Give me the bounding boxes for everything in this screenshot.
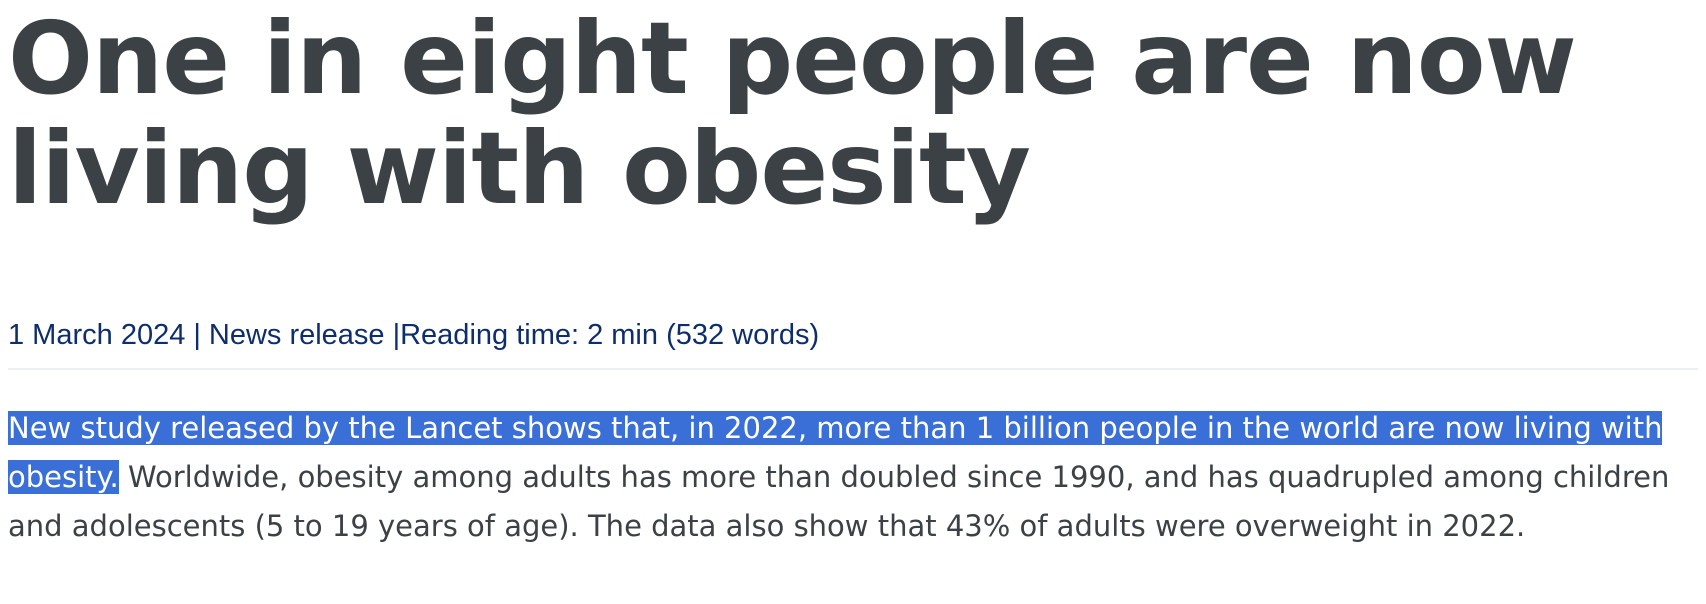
meta-divider: [8, 368, 1698, 370]
reading-time: Reading time: 2 min (532 words): [400, 319, 820, 351]
meta-separator: |: [392, 319, 401, 351]
page-title: One in eight people are now living with …: [8, 0, 1577, 227]
meta-separator: |: [193, 319, 201, 351]
article-meta: 1 March 2024 | News release |Reading time: …: [8, 318, 819, 352]
article-lead-paragraph[interactable]: New study released by the Lancet shows t…: [8, 404, 1698, 551]
article-type-link[interactable]: News release: [208, 319, 385, 351]
publish-date: 1 March 2024: [8, 319, 186, 351]
lead-text[interactable]: Worldwide, obesity among adults has more…: [8, 460, 1670, 543]
